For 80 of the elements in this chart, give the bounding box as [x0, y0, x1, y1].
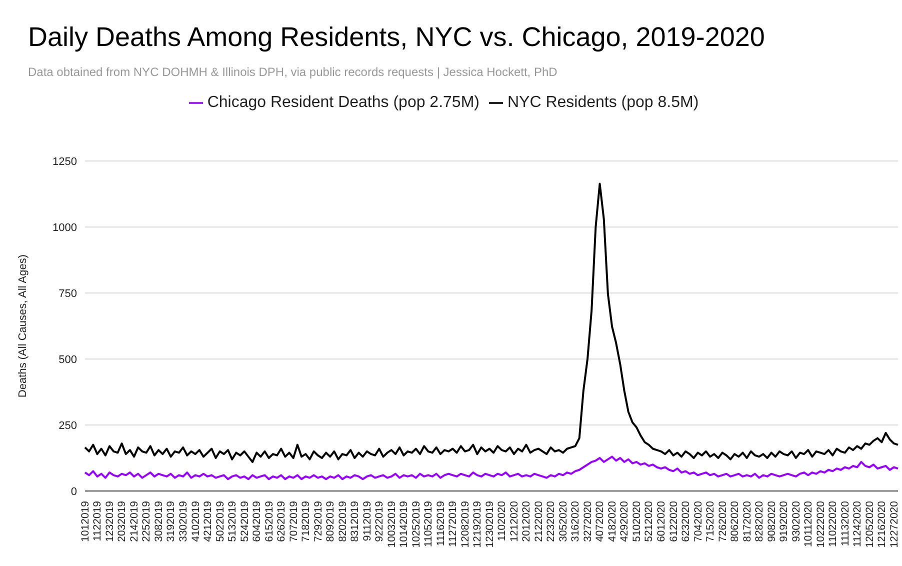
x-tick-label: 5242019 [238, 500, 251, 542]
y-axis-title: Deaths (All Causes, All Ages) [16, 254, 29, 398]
x-tick-label: 3052020 [557, 500, 570, 542]
x-tick-label: 6232020 [680, 500, 692, 542]
x-tick-label: 9192020 [778, 500, 790, 542]
y-tick-label: 1250 [52, 156, 77, 168]
x-tick-label: 1122019 [92, 500, 104, 542]
x-tick-label: 8312019 [349, 500, 362, 542]
y-tick-label: 1000 [52, 222, 77, 234]
x-tick-label: 7042020 [692, 500, 704, 542]
x-tick-label: 2232020 [545, 500, 558, 542]
x-tick-label: 3082019 [152, 500, 165, 542]
x-tick-label: 7262020 [716, 500, 729, 542]
x-tick-label: 11052019 [422, 500, 435, 547]
x-tick-label: 10142019 [398, 500, 410, 548]
x-tick-label: 4072020 [594, 500, 606, 542]
x-tick-label: 9082020 [766, 500, 778, 542]
line-series [84, 182, 899, 463]
legend-label: Chicago Resident Deaths (pop 2.75M) [207, 94, 480, 111]
x-tick-label: 1102020 [496, 500, 508, 542]
chart-subtitle: Data obtained from NYC DOHMH & Illinois DPH, via public records requests | Jessica Hockett, PhD [28, 65, 558, 79]
x-tick-label: 3272020 [582, 500, 594, 542]
x-tick-label: 7292019 [312, 500, 324, 542]
x-tick-label: 10112020 [802, 500, 815, 547]
x-tick-label: 5132019 [226, 500, 239, 542]
x-tick-label: 4182020 [606, 500, 618, 542]
x-tick-label: 8172020 [741, 500, 754, 542]
x-tick-label: 9222019 [374, 500, 386, 542]
x-tick-label: 4292020 [618, 500, 631, 542]
x-tick-label: 8282020 [754, 500, 766, 542]
x-tick-label: 10032019 [386, 500, 398, 548]
x-tick-label: 7072019 [288, 500, 300, 542]
x-tick-label: 5022019 [214, 500, 226, 542]
x-tick-label: 6042019 [251, 500, 264, 542]
x-tick-label: 9302020 [790, 500, 802, 542]
line-series [84, 456, 899, 480]
x-tick-label: 12082019 [459, 500, 472, 548]
x-tick-label: 1212020 [508, 500, 520, 542]
x-tick-label: 8062020 [729, 500, 742, 542]
y-tick-label: 250 [58, 420, 77, 432]
x-tick-label: 6152019 [263, 500, 276, 542]
x-tick-label: 2252019 [140, 500, 153, 542]
y-tick-label: 500 [58, 354, 77, 366]
x-tick-label: 2012020 [520, 500, 533, 542]
x-tick-label: 9112019 [361, 500, 374, 542]
x-tick-label: 1012019 [79, 500, 92, 542]
x-tick-label: 5212020 [643, 500, 656, 542]
x-tick-label: 10222020 [814, 500, 827, 548]
x-tick-label: 11132020 [839, 500, 852, 546]
x-tick-label: 11022020 [827, 500, 840, 547]
x-tick-label: 11272019 [447, 500, 460, 547]
x-tick-label: 2122020 [532, 500, 545, 542]
x-tick-label: 12192019 [472, 500, 484, 548]
x-tick-label: 7182019 [300, 500, 312, 542]
x-tick-label: 3162020 [570, 500, 582, 542]
y-tick-label: 0 [70, 486, 77, 498]
x-tick-label: 6262019 [276, 500, 288, 542]
x-tick-label: 11242020 [852, 500, 864, 547]
x-tick-label: 8202019 [336, 500, 349, 542]
y-tick-label: 750 [58, 288, 77, 300]
x-tick-label: 12272020 [888, 500, 900, 548]
x-tick-label: 4102019 [190, 500, 202, 542]
x-tick-label: 2142019 [128, 500, 140, 542]
x-tick-label: 1232019 [104, 500, 116, 542]
x-tick-label: 12162020 [876, 500, 888, 548]
x-tick-label: 12302019 [484, 500, 496, 548]
x-tick-label: 12052020 [864, 500, 876, 548]
x-tick-label: 4212019 [202, 500, 214, 542]
x-tick-label: 6122020 [668, 500, 680, 542]
x-tick-label: 8092019 [324, 500, 337, 542]
x-tick-label: 5102020 [630, 500, 643, 542]
chart-title: Daily Deaths Among Residents, NYC vs. Chicago, 2019-2020 [28, 22, 765, 53]
x-tick-label: 7152020 [704, 500, 717, 542]
legend-label: NYC Residents (pop 8.5M) [507, 94, 699, 111]
x-tick-label: 6012020 [656, 500, 668, 542]
x-tick-label: 11162019 [434, 500, 447, 546]
x-tick-label: 3192019 [165, 500, 178, 542]
x-tick-label: 10252019 [410, 500, 422, 548]
x-tick-label: 3302019 [178, 500, 190, 542]
x-tick-label: 2032019 [116, 500, 128, 542]
